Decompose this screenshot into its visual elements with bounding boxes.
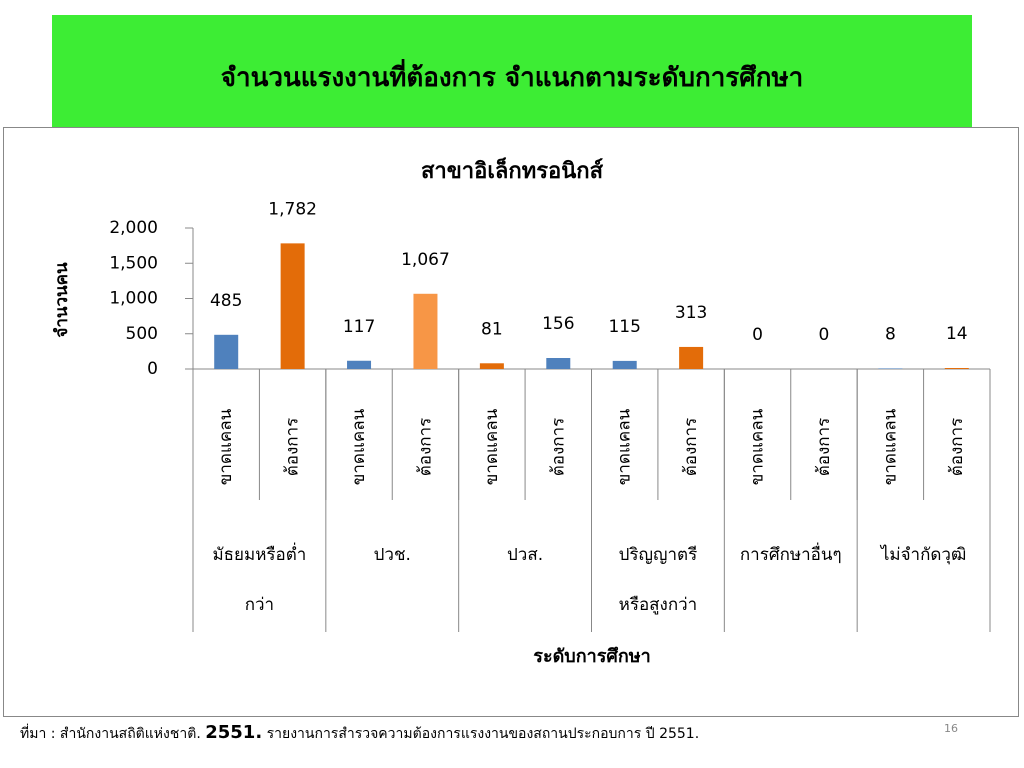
chart: สาขาอิเล็กทรอนิกส์ จำนวนคน ระดับการศึกษา… (3, 127, 1019, 717)
group-label: ปวช. (374, 545, 411, 565)
data-label: 117 (343, 317, 375, 337)
data-label: 485 (210, 291, 242, 311)
data-label: 81 (481, 319, 503, 339)
footer: ที่มา : สำนักงานสถิติแห่งชาติ. 2551. ราย… (20, 722, 699, 745)
bar (280, 243, 305, 369)
x-tick-label: ต้องการ (415, 418, 435, 477)
x-tick-label: ต้องการ (681, 418, 701, 477)
x-tick-label: ต้องการ (947, 418, 967, 477)
data-label: 115 (608, 317, 640, 337)
y-tick-label: 2,000 (109, 218, 158, 238)
y-tick-label: 0 (147, 359, 158, 379)
bar (546, 358, 571, 369)
y-tick-label: 500 (126, 324, 158, 344)
y-tick-label: 1,000 (109, 289, 158, 309)
group-label: กว่า (245, 595, 274, 615)
data-label: 14 (946, 324, 968, 344)
x-tick-label: ขาดแคลน (748, 408, 768, 485)
x-axis-title: ระดับการศึกษา (533, 646, 650, 667)
y-axis-title: จำนวนคน (52, 262, 72, 338)
footer-year: 2551. (205, 722, 263, 743)
x-tick-label: ต้องการ (548, 418, 568, 477)
x-tick-label: ขาดแคลน (216, 408, 236, 485)
bar (679, 346, 704, 369)
footer-rest: รายงานการสำรวจความต้องการแรงงานของสถานปร… (266, 726, 700, 742)
bar (214, 334, 239, 369)
group-label: มัธยมหรือต่ำ (212, 542, 306, 565)
chart-title: สาขาอิเล็กทรอนิกส์ (421, 156, 604, 184)
title-banner: จำนวนแรงงานที่ต้องการ จำแนกตามระดับการศึ… (52, 15, 972, 127)
data-label: 8 (885, 324, 896, 344)
data-label: 1,067 (401, 250, 450, 270)
group-label: ไม่จำกัดวุฒิ (879, 544, 967, 565)
bar (413, 293, 438, 369)
y-tick-label: 1,500 (109, 253, 158, 273)
x-tick-label: ขาดแคลน (615, 408, 635, 485)
bar (944, 368, 969, 369)
bar (878, 368, 903, 369)
bar (479, 363, 504, 369)
x-tick-label: ต้องการ (283, 418, 303, 477)
bar (612, 360, 637, 369)
x-tick-label: ขาดแคลน (880, 408, 900, 485)
data-label: 0 (752, 325, 763, 345)
x-tick-label: ต้องการ (814, 418, 834, 477)
data-label: 156 (542, 314, 574, 334)
x-tick-label: ขาดแคลน (349, 408, 369, 485)
x-tick-label: ขาดแคลน (482, 408, 502, 485)
group-label: ปวส. (507, 545, 543, 565)
group-label: หรือสูงกว่า (619, 595, 698, 615)
footer-source: ที่มา : สำนักงานสถิติแห่งชาติ. (20, 726, 201, 742)
data-label: 1,782 (268, 199, 317, 219)
bar (347, 360, 372, 369)
group-label: การศึกษาอื่นๆ (740, 542, 842, 565)
data-label: 313 (675, 303, 707, 323)
slide-title: จำนวนแรงงานที่ต้องการ จำแนกตามระดับการศึ… (220, 63, 804, 93)
page-number: 16 (944, 722, 958, 735)
data-label: 0 (819, 325, 830, 345)
chart-frame (3, 127, 1019, 717)
group-label: ปริญญาตรี (619, 545, 698, 565)
